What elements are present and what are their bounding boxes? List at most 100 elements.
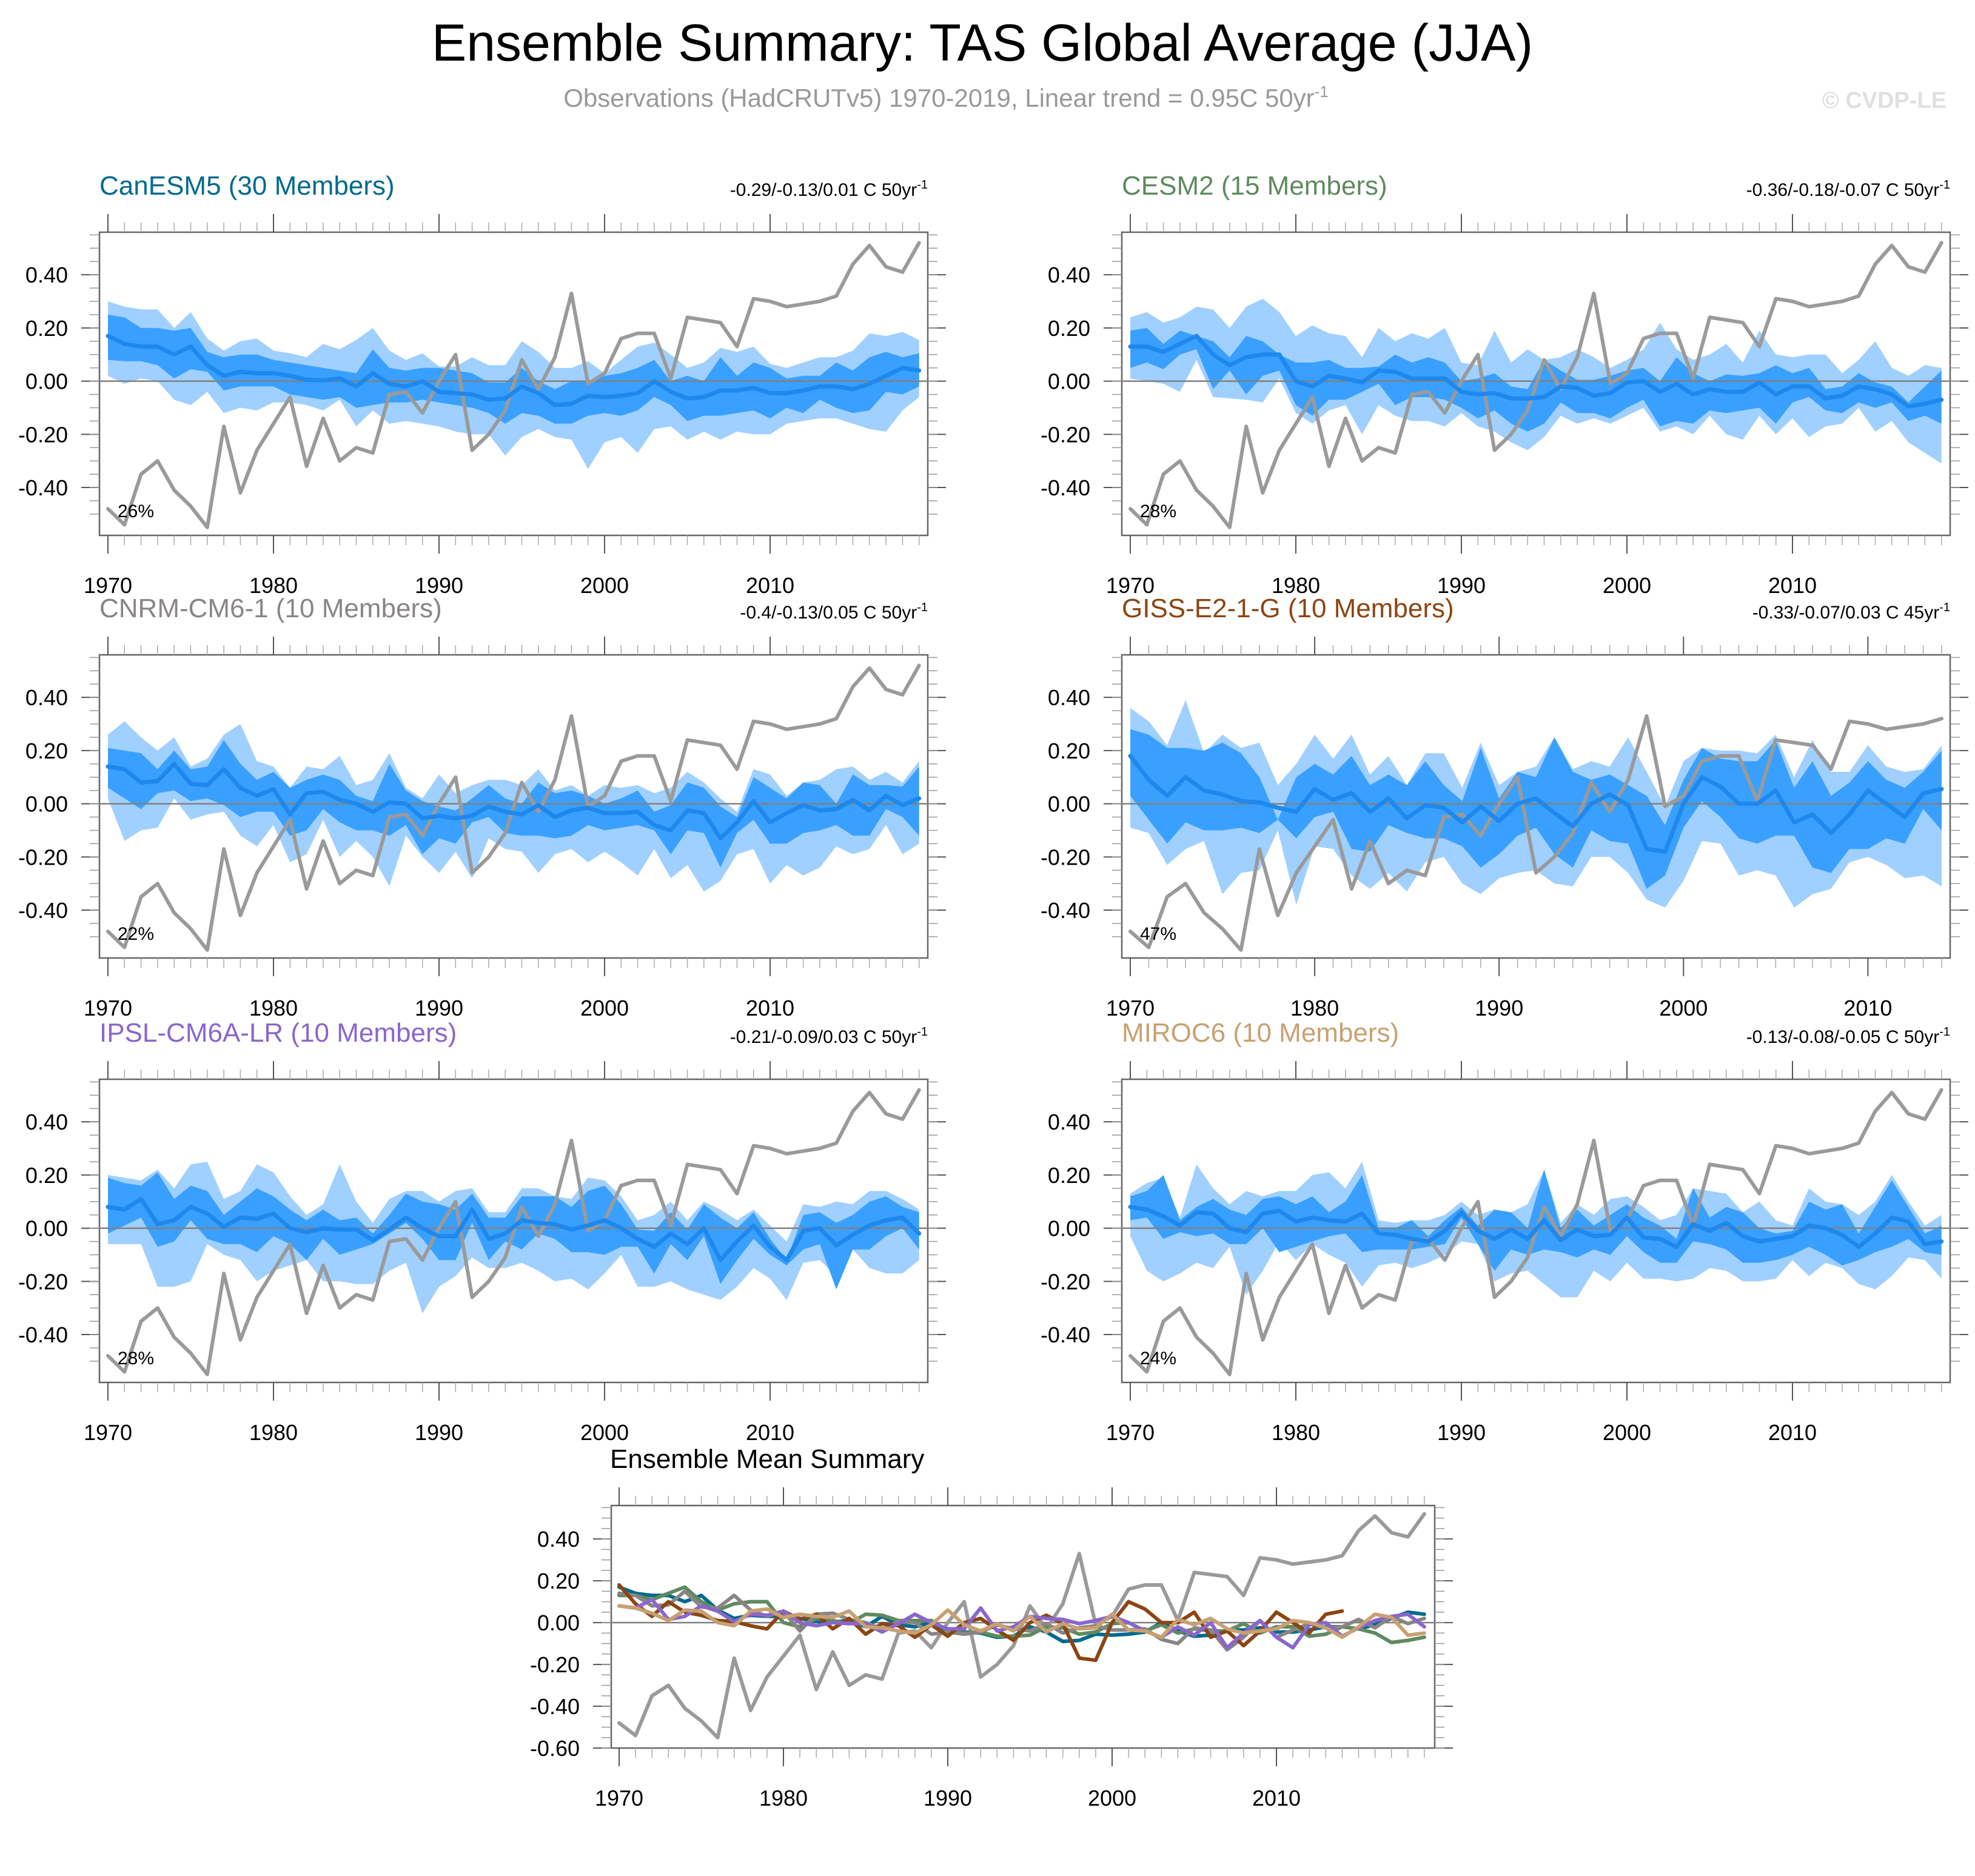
observation-point bbox=[1625, 371, 1629, 375]
ensemble-mean-point bbox=[1393, 1233, 1397, 1236]
ensemble-mean-point bbox=[1642, 380, 1645, 383]
ensemble-mean-point bbox=[1890, 393, 1893, 396]
observation-point bbox=[834, 294, 838, 298]
observation-point bbox=[238, 491, 242, 495]
observation-point bbox=[1609, 382, 1612, 386]
observation-point bbox=[900, 270, 904, 274]
ensemble-mean-point bbox=[603, 1219, 606, 1222]
figure-subtitle: Observations (HadCRUTv5) 1970-2019, Line… bbox=[563, 82, 1329, 112]
observation-point bbox=[1575, 355, 1579, 359]
observation-point bbox=[1923, 270, 1926, 274]
ensemble-mean-point bbox=[686, 1242, 689, 1245]
observation-point bbox=[603, 794, 606, 797]
observation-point bbox=[371, 451, 375, 455]
x-tick-label: 1970 bbox=[595, 1786, 643, 1811]
observations-line bbox=[1128, 241, 1943, 529]
ensemble-mean-line bbox=[106, 762, 922, 841]
observation-point bbox=[487, 432, 491, 436]
observation-point bbox=[1258, 1556, 1262, 1559]
trend-superscript: -1 bbox=[917, 1025, 928, 1039]
ensemble-mean-point bbox=[1907, 1220, 1910, 1223]
observation-point bbox=[1575, 1202, 1579, 1206]
ensemble-mean-point bbox=[1129, 754, 1132, 757]
observation-point bbox=[338, 1306, 341, 1310]
ensemble-mean-point bbox=[1369, 810, 1372, 813]
ensemble-mean-point bbox=[1245, 356, 1248, 359]
panel-title: CESM2 (15 Members) bbox=[1122, 171, 1387, 201]
observation-point bbox=[1195, 488, 1198, 492]
observation-point bbox=[1708, 315, 1711, 319]
observation-point bbox=[1426, 390, 1430, 394]
ensemble-mean-point bbox=[223, 768, 226, 771]
ensemble-mean-point bbox=[652, 380, 656, 383]
y-tick-label: 0.20 bbox=[25, 316, 68, 341]
observation-point bbox=[1626, 778, 1630, 782]
x-tick-label: 2000 bbox=[1603, 1420, 1651, 1445]
observation-point bbox=[1242, 1593, 1246, 1597]
observation-point bbox=[700, 1719, 703, 1723]
observation-point bbox=[666, 1684, 670, 1687]
observation-point bbox=[238, 914, 242, 917]
observation-point bbox=[172, 488, 176, 492]
observation-point bbox=[305, 464, 309, 468]
ensemble-mean-point bbox=[1535, 797, 1537, 800]
trend-text: -0.36/-0.18/-0.07 C 50yr bbox=[1746, 180, 1940, 200]
y-tick-label: 0.40 bbox=[25, 263, 68, 287]
observation-point bbox=[617, 1721, 621, 1725]
observation-point bbox=[752, 720, 756, 723]
y-tick-label: 0.20 bbox=[25, 1163, 68, 1188]
ensemble-mean-point bbox=[1228, 1227, 1231, 1230]
observation-point bbox=[371, 874, 375, 877]
ensemble-mean-point bbox=[1129, 1205, 1132, 1208]
observation-point bbox=[1807, 305, 1811, 309]
observation-point bbox=[1885, 728, 1888, 731]
x-tick-label: 1990 bbox=[1437, 1420, 1486, 1445]
x-tick-label: 2010 bbox=[1768, 573, 1817, 598]
x-tick-label: 2000 bbox=[580, 573, 629, 598]
y-tick-label: 0.20 bbox=[537, 1569, 580, 1593]
trend-text: -0.33/-0.07/0.03 C 45yr bbox=[1752, 603, 1940, 623]
ensemble-mean-point bbox=[554, 404, 557, 407]
x-tick-label: 1970 bbox=[1106, 1420, 1155, 1445]
ensemble-mean-point bbox=[669, 1232, 672, 1235]
ensemble-mean-point bbox=[355, 802, 358, 805]
ensemble-mean-point bbox=[321, 379, 324, 382]
ensemble-mean-point bbox=[603, 395, 606, 398]
ensemble-mean-point bbox=[1857, 385, 1860, 388]
observation-point bbox=[1295, 871, 1298, 875]
ensemble-mean-point bbox=[1276, 806, 1279, 809]
plot-frame bbox=[1121, 1078, 1951, 1384]
ensemble-mean-point bbox=[1559, 385, 1562, 388]
observation-point bbox=[702, 1165, 706, 1169]
observation-point bbox=[636, 332, 640, 335]
summary-line-cesm2 bbox=[617, 1585, 1426, 1644]
ensemble-mean-point bbox=[1725, 1221, 1728, 1224]
ensemble-mean-point bbox=[1791, 385, 1794, 388]
ensemble-mean-point bbox=[1278, 1210, 1281, 1213]
observation-point bbox=[1792, 741, 1796, 745]
panel-title: CanESM5 (30 Members) bbox=[99, 171, 395, 201]
observation-point bbox=[1373, 1514, 1377, 1518]
observation-point bbox=[1516, 776, 1520, 779]
observation-point bbox=[652, 754, 656, 758]
ensemble-mean-point bbox=[1526, 1238, 1529, 1241]
observation-point bbox=[719, 743, 722, 747]
ensemble-mean-point bbox=[1313, 788, 1316, 791]
observation-point bbox=[1128, 507, 1132, 511]
observation-point bbox=[321, 417, 325, 420]
observation-point bbox=[206, 948, 209, 952]
ensemble-mean-point bbox=[1461, 821, 1464, 824]
observation-point bbox=[1675, 332, 1678, 335]
ensemble-mean-point bbox=[504, 810, 507, 813]
observation-point bbox=[106, 1354, 110, 1358]
ensemble-mean-point bbox=[1295, 380, 1297, 383]
ensemble-mean-point bbox=[917, 369, 920, 372]
observation-point bbox=[1824, 1149, 1828, 1153]
observation-point bbox=[686, 738, 689, 742]
observations-line bbox=[106, 1088, 921, 1376]
trend-text: -0.4/-0.13/0.05 C 50yr bbox=[740, 603, 917, 623]
observation-point bbox=[868, 1091, 871, 1094]
panel-trend: -0.21/-0.09/0.03 C 50yr-1 bbox=[730, 1025, 928, 1047]
ensemble-mean-point bbox=[885, 1219, 888, 1222]
ensemble-mean-point bbox=[1848, 813, 1851, 816]
